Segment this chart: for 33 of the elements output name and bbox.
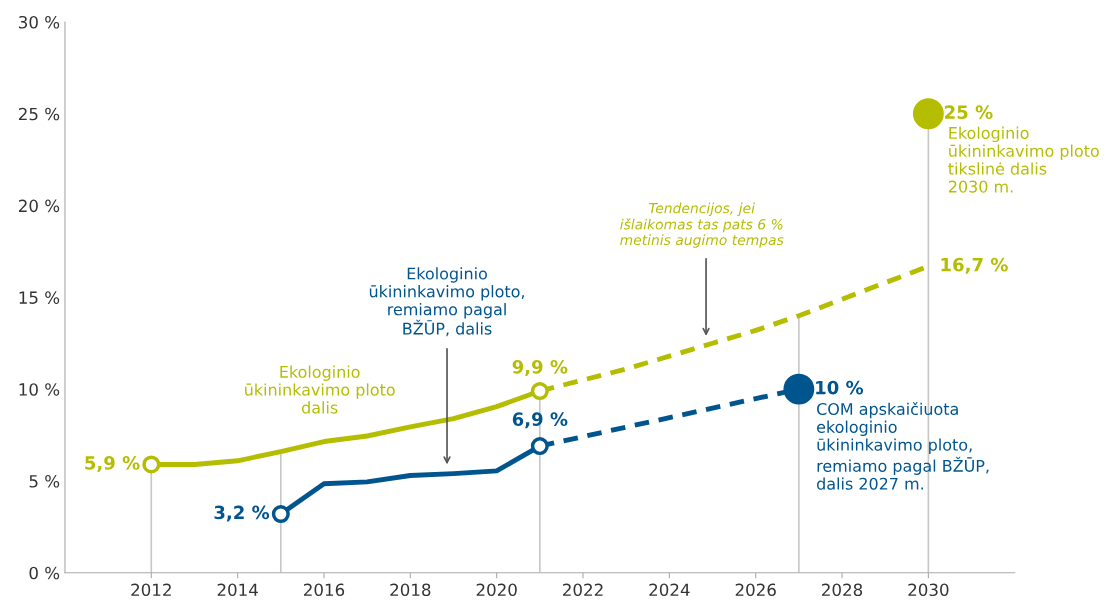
x-tick-label: 2012 [131, 583, 171, 597]
data-label: 16,7 % [941, 257, 1008, 274]
annotation: Ekologinio ūkininkavimo ploto dalis [245, 365, 395, 414]
x-tick-label: 2024 [649, 583, 690, 597]
y-tick-label: 10 % [19, 383, 60, 396]
annotation: COM apskaičiuota ekologinio ūkininkavimo ploto, remiamo pagal BŽŪP, dalis 2027 m. [817, 402, 989, 490]
y-tick-label: 0 % [29, 566, 60, 580]
annotation: Ekologinio ūkininkavimo ploto, remiamo pagal BŽŪP, dalis [369, 267, 524, 337]
point [271, 505, 290, 524]
x-tick-label: 2020 [476, 583, 517, 597]
y-tick-label: 5 % [29, 474, 60, 488]
x-tick-label: 2016 [304, 583, 345, 597]
point [530, 381, 549, 401]
point [142, 455, 161, 474]
data-label: 6,9 % [512, 412, 568, 429]
x-tick-label: 2026 [735, 583, 776, 597]
data-label: 3,2 % [214, 505, 270, 522]
annotation: Tendencijos, jei išlaikomas tas pats 6 % metinis augimo tempas [620, 202, 784, 248]
y-tick-label: 30 % [19, 15, 60, 29]
y-tick-label: 25 % [18, 107, 60, 121]
data-label: 5,9 % [85, 456, 140, 473]
y-tick-label: 20 % [18, 199, 60, 213]
x-tick-label: 2018 [390, 583, 431, 597]
x-tick-label: 2030 [908, 583, 949, 597]
annotation: Ekologinio ūkininkavimo ploto tikslinė dalis 2030 m. [948, 126, 1099, 193]
x-tick-label: 2014 [217, 583, 258, 597]
data-label: 25 % [945, 105, 993, 119]
x-tick-label: 2028 [822, 583, 863, 597]
point [530, 437, 549, 456]
y-tick-label: 15 % [19, 291, 60, 304]
data-label: 9,9 % [512, 359, 568, 376]
x-tick-label: 2022 [563, 583, 603, 597]
data-label: 10 % [816, 380, 864, 395]
